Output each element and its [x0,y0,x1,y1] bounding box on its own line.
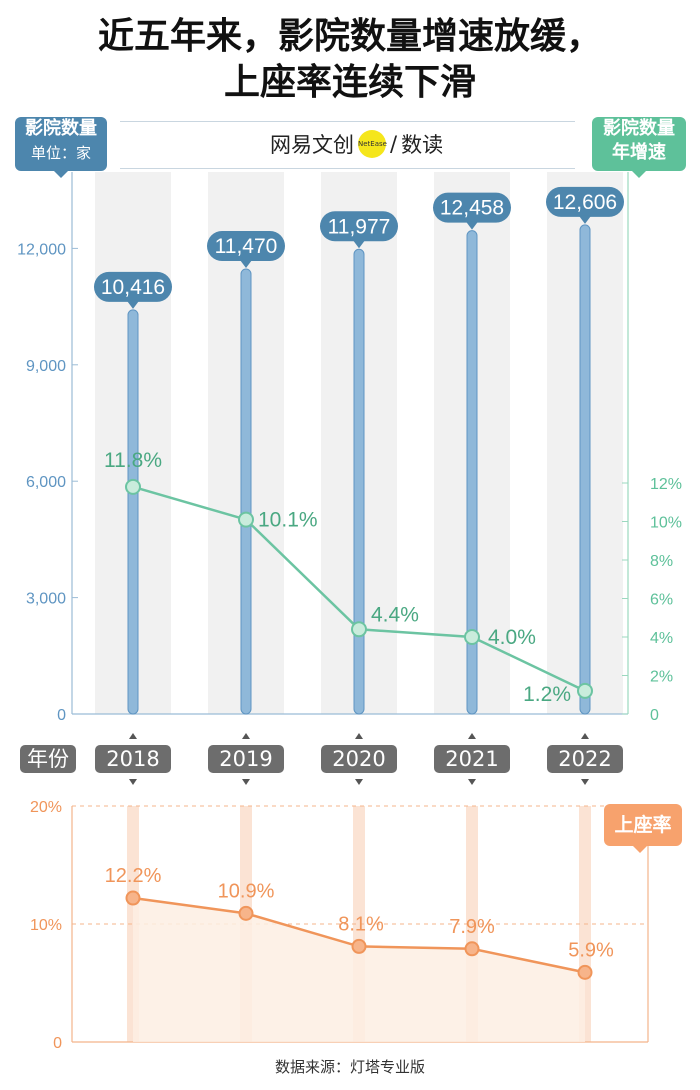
bar-label-bg [320,211,398,242]
bar-label-bg [433,192,511,223]
occupancy-point [351,938,367,954]
right-axis-tick-label: 4% [650,630,673,647]
growth-value-label: 1.2% [523,683,571,706]
left-axis-pointer-icon [53,170,69,178]
tick-down-arrow-icon [468,779,476,785]
tick-up-arrow-icon [129,733,137,739]
tick-up-arrow-icon [468,733,476,739]
occupancy-point [238,905,254,921]
tick-up-arrow-icon [242,733,250,739]
occupancy-value-label: 8.1% [338,913,384,935]
tick-up-arrow-icon [355,733,363,739]
brand-logo: 网易文创 NetEase / 数读 [270,128,443,160]
title-line-1: 近五年来，影院数量增速放缓， [97,16,602,57]
bar [127,309,139,715]
bar-label-bg [94,271,172,302]
bar-value-label: 11,470 [215,235,278,258]
page-title: 近五年来，影院数量增速放缓， 上座率连续下滑 [0,14,700,106]
right-axis-title-2: 年增速 [612,142,666,163]
tick-down-arrow-icon [581,779,589,785]
growth-value-label: 4.0% [488,626,536,649]
netease-dot-icon: NetEase [358,130,387,158]
growth-point [238,511,254,528]
bar [240,268,252,715]
occupancy-tick-label: 20% [30,799,62,816]
occupancy-value-label: 7.9% [449,916,495,938]
bar-value-label: 11,977 [328,215,391,238]
bar-value-label: 10,416 [101,276,165,299]
bar-value-label: 12,458 [440,197,504,220]
year-tick-label: 2022 [547,745,623,773]
left-axis-tick-label: 6,000 [26,474,66,491]
occupancy-value-label: 5.9% [568,939,614,961]
brand-name: 网易文创 [270,133,354,157]
year-tick-label: 2021 [434,745,510,773]
bar-label-pointer-icon [127,300,139,309]
tick-down-arrow-icon [355,779,363,785]
right-axis-tick-label: 8% [650,553,673,570]
tick-down-arrow-icon [242,779,250,785]
tick-up-arrow-icon [581,733,589,739]
left-axis-tick-label: 12,000 [17,241,66,258]
right-axis-pointer-icon [631,170,647,178]
tick-down-arrow-icon [129,779,137,785]
bar [466,230,478,715]
right-axis-tick-label: 6% [650,592,673,609]
growth-value-label: 4.4% [371,603,419,626]
right-axis-tick-label: 2% [650,669,673,686]
growth-point [351,621,367,638]
occupancy-pointer-icon [632,845,648,853]
bar-label-pointer-icon [353,240,365,249]
brand-slash: / [390,132,398,156]
bar-label-pointer-icon [466,221,478,230]
growth-point [125,478,141,495]
right-axis-tick-label: 10% [650,515,682,532]
bar-label-pointer-icon [579,215,591,224]
left-axis-tick-label: 0 [57,707,66,724]
left-axis-tick-label: 3,000 [26,591,66,608]
right-axis-title-1: 影院数量 [603,118,675,139]
occupancy-tick-label: 10% [30,917,62,934]
left-axis-unit: 单位：家 [30,144,91,162]
occupancy-value-label: 12.2% [105,865,162,887]
growth-value-label: 10.1% [258,509,318,532]
growth-point [577,682,593,699]
occupancy-tick-label: 0 [53,1035,62,1052]
bar [579,224,591,715]
data-source: 数据来源：灯塔专业版 [274,1058,425,1076]
left-axis-tick-label: 9,000 [26,358,66,375]
occupancy-point [577,964,593,980]
brand-divider-bottom [120,168,575,169]
right-axis-tick-label: 12% [650,476,682,493]
bar-label-bg [207,230,285,261]
right-axis-tick-label: 0 [650,707,659,724]
occupancy-point [125,890,141,906]
occupancy-area [133,898,585,1042]
title-line-2: 上座率连续下滑 [223,62,476,103]
occupancy-value-label: 10.9% [218,880,275,902]
brand-section: 数读 [401,133,444,157]
occupancy-label-box: 上座率 [604,804,682,846]
bar-label-bg [546,186,624,217]
brand-divider-top [120,121,575,122]
left-axis-title-box: 影院数量 单位：家 [15,117,107,171]
year-tick-label: 2020 [321,745,397,773]
year-tick-label: 2019 [208,745,284,773]
bar-value-label: 12,606 [553,191,617,214]
left-axis-title: 影院数量 [25,118,97,139]
right-axis-title-box: 影院数量 年增速 [592,117,686,171]
occupancy-point [464,941,480,957]
year-axis-label: 年份 [20,745,76,773]
growth-point [464,629,480,645]
year-tick-label: 2018 [95,745,171,773]
bar [353,248,365,715]
growth-value-label: 11.8% [104,449,162,472]
bar-label-pointer-icon [240,259,252,268]
